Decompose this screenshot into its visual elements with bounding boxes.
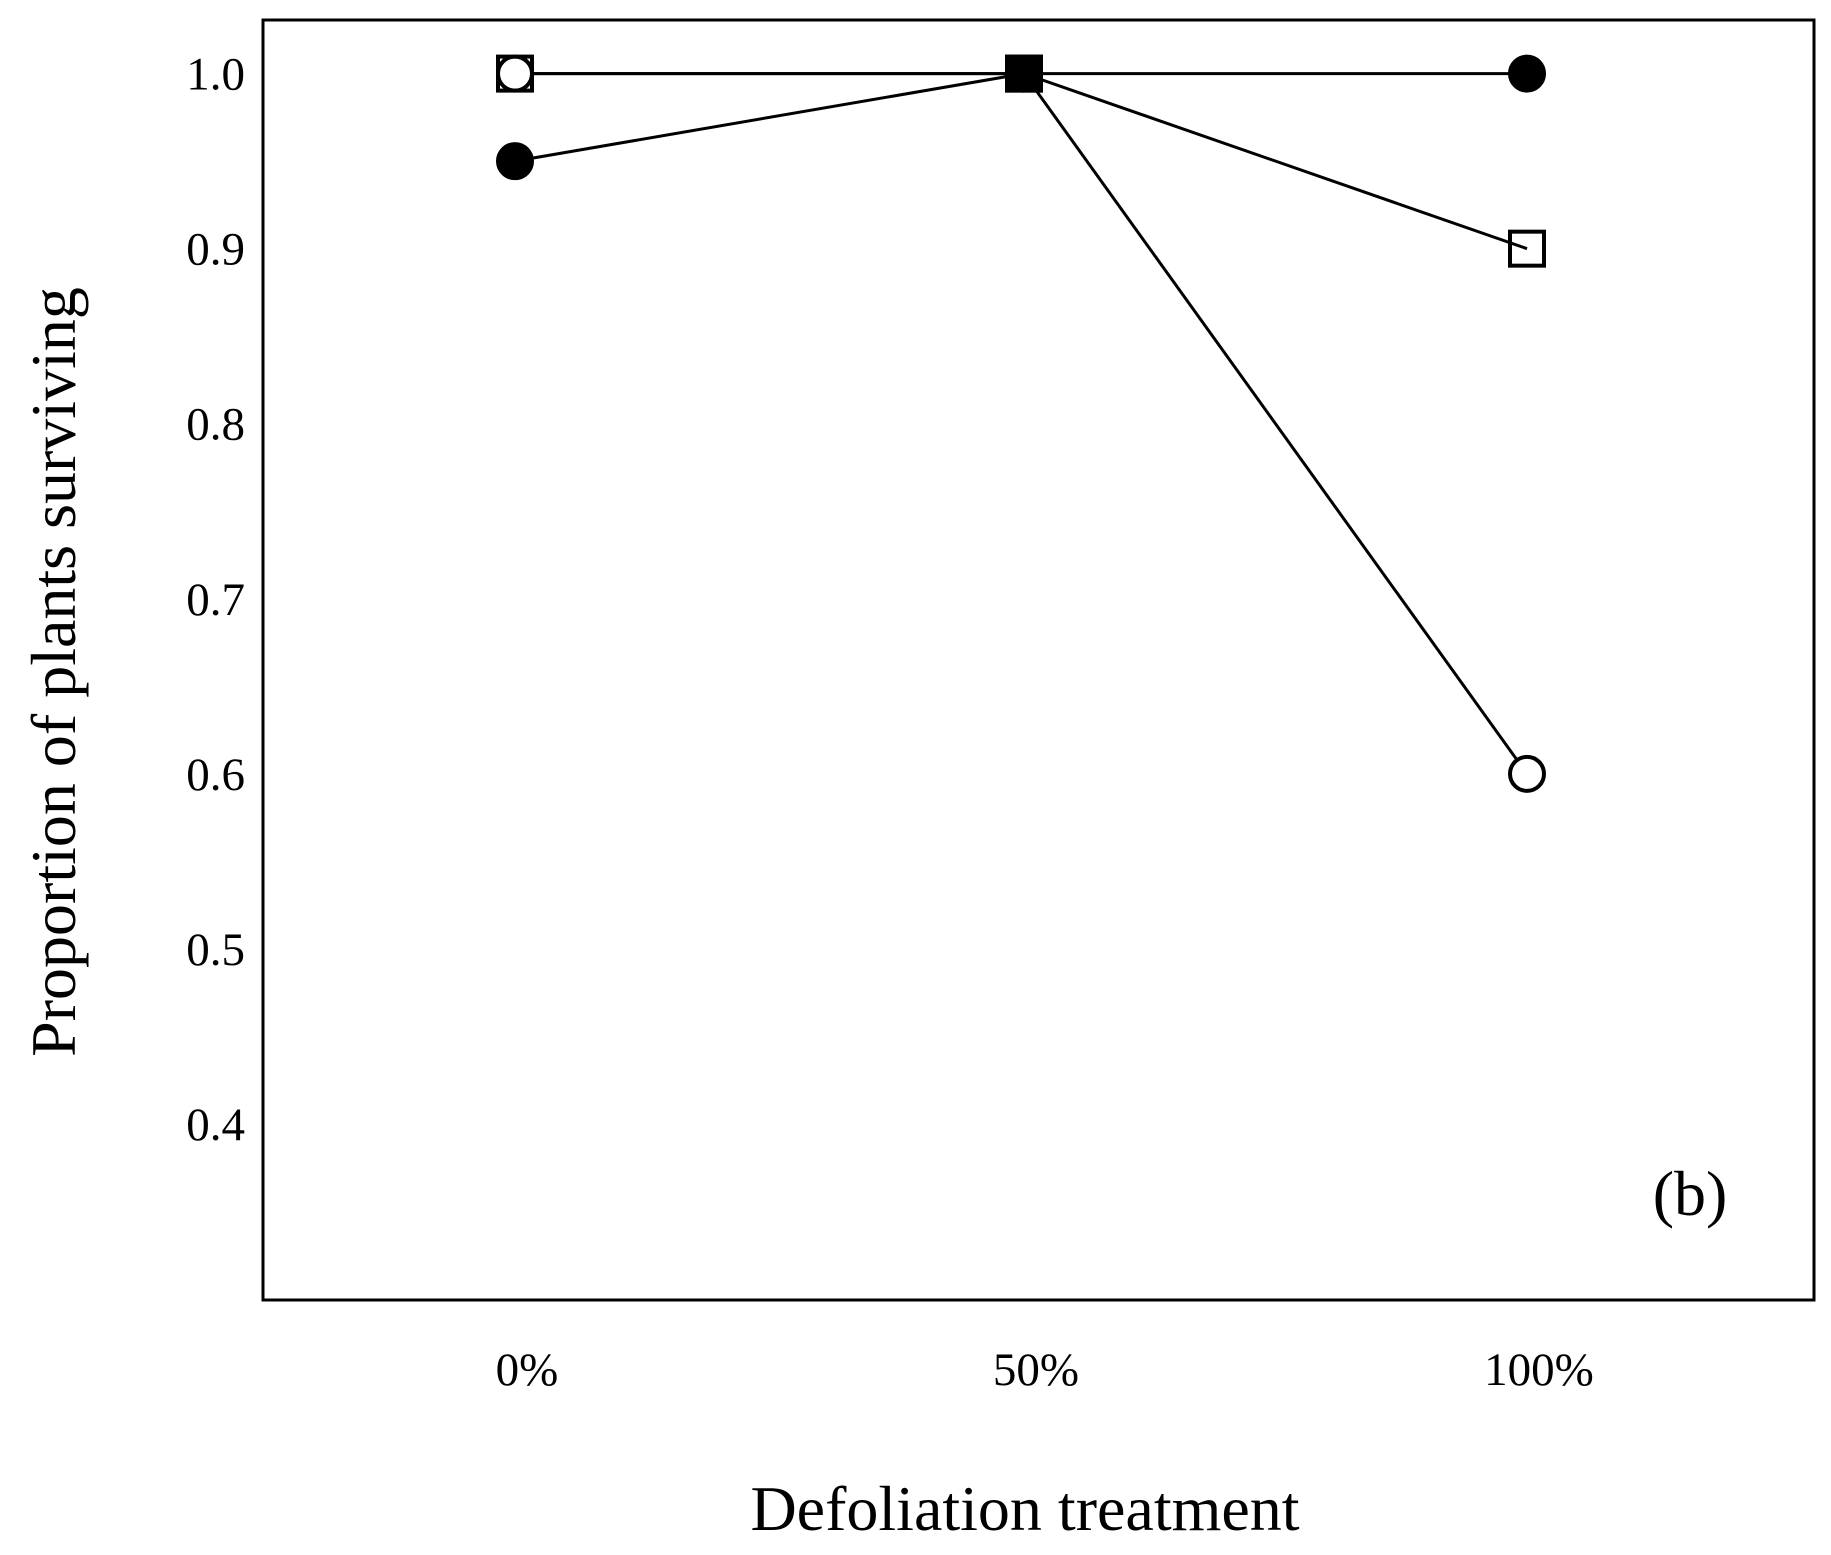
series-line — [515, 72, 1528, 251]
y-tick-label: 0.8 — [186, 399, 245, 451]
series-line — [515, 72, 1529, 775]
data-point-filled-circle — [1508, 54, 1546, 93]
y-tick-label: 0.7 — [186, 574, 245, 626]
y-tick-label: 0.6 — [186, 749, 245, 801]
y-tick-label: 1.0 — [186, 49, 245, 101]
data-point-open-circle — [1508, 754, 1546, 793]
plot-frame — [261, 18, 1816, 1302]
panel-label: (b) — [1653, 1158, 1728, 1229]
data-point-filled-circle — [496, 142, 534, 181]
x-tick-label: 0% — [496, 1344, 559, 1396]
y-tick-label: 0.9 — [186, 224, 245, 276]
y-tick-label: 0.5 — [186, 924, 245, 976]
data-point-open-circle — [496, 54, 534, 93]
y-axis-label: Proportion of plants surviving — [18, 287, 89, 1057]
x-axis-label: Defoliation treatment — [750, 1473, 1299, 1544]
x-tick-label: 100% — [1484, 1344, 1594, 1396]
y-tick-label: 0.4 — [186, 1099, 245, 1151]
data-point-filled-square — [1005, 54, 1043, 93]
data-point-open-square — [496, 54, 534, 93]
x-tick-label: 50% — [993, 1344, 1079, 1396]
data-point-open-square — [1508, 229, 1546, 268]
